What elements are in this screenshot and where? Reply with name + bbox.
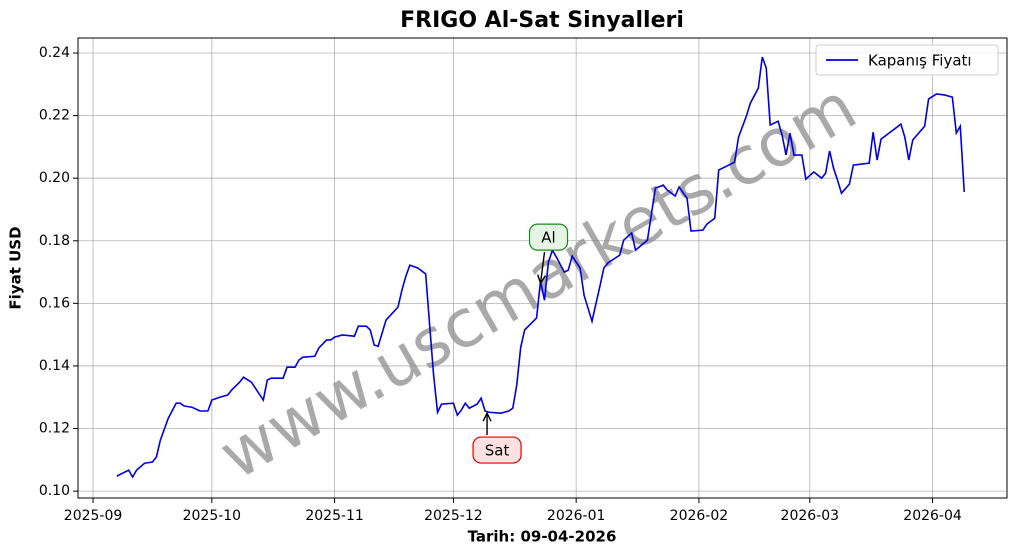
y-tick-label: 0.20 [39, 170, 70, 186]
annotation-box [528, 223, 569, 251]
legend-label: Kapanış Fiyatı [868, 52, 972, 70]
x-tick-label: 2025-09 [64, 508, 123, 524]
annotation-box [472, 436, 522, 464]
y-tick-label: 0.12 [39, 421, 70, 437]
annotation-arrowhead [537, 274, 547, 285]
y-tick-label: 0.22 [39, 108, 70, 124]
y-axis-label: Fiyat USD [7, 226, 25, 309]
annotation-label: Al [541, 229, 555, 247]
annotation-label: Sat [485, 442, 510, 460]
x-axis-label: Tarih: 09-04-2026 [468, 528, 617, 546]
x-tick-label: 2025-11 [305, 508, 364, 524]
chart-title: FRIGO Al-Sat Sinyalleri [400, 8, 684, 33]
x-tick-label: 2026-02 [670, 508, 729, 524]
plot-frame [77, 37, 1008, 499]
y-tick-label: 0.18 [39, 233, 70, 249]
annotation-arrow [539, 252, 546, 284]
y-tick-label: 0.24 [39, 45, 70, 61]
x-tick-label: 2026-01 [547, 508, 606, 524]
x-tick-label: 2026-04 [903, 508, 962, 524]
y-tick-label: 0.10 [39, 483, 70, 499]
annotation-arrowhead [482, 411, 492, 422]
y-tick-label: 0.14 [39, 358, 70, 374]
x-tick-label: 2026-03 [781, 508, 840, 524]
x-tick-label: 2025-12 [424, 508, 483, 524]
legend-box [815, 44, 999, 76]
y-tick-label: 0.16 [39, 295, 70, 311]
x-tick-label: 2025-10 [183, 508, 242, 524]
